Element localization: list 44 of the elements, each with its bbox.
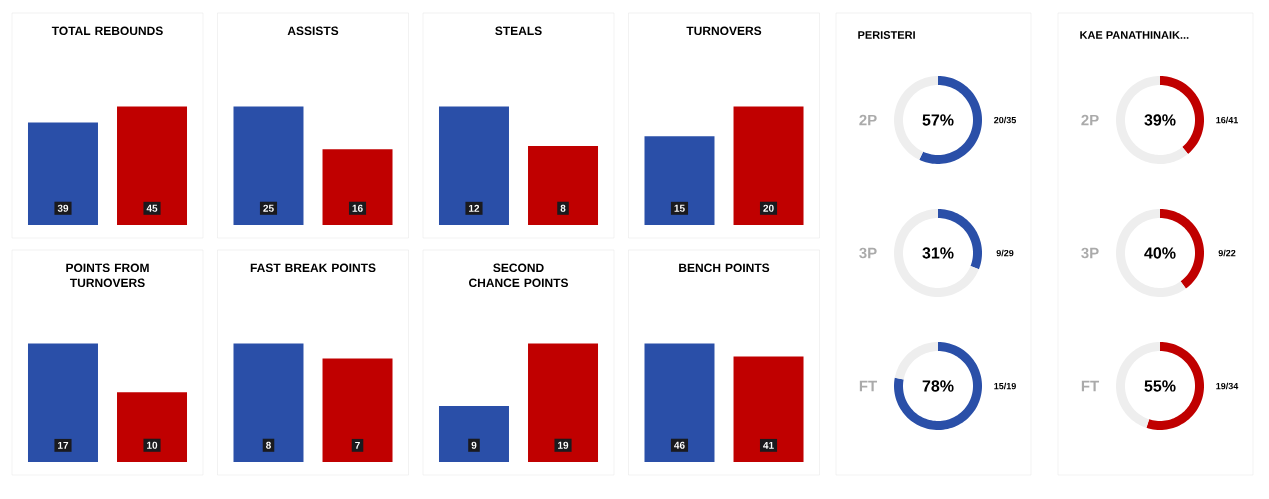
data-label: 16 <box>352 204 363 212</box>
text: 15/19 <box>994 382 1016 390</box>
chart-title: PERISTERI <box>858 31 915 39</box>
chart-title: TURNOVERS <box>686 26 762 36</box>
chart-title: KAE PANATHINAIK... <box>1080 31 1189 39</box>
chart-title: BENCH POINTS <box>679 263 770 273</box>
chart-title: STEALS <box>495 26 542 36</box>
data-label: 15 <box>674 204 685 212</box>
data-label: 7 <box>355 441 360 449</box>
data-label: 46 <box>674 441 685 449</box>
data-label: 8 <box>560 204 566 212</box>
data-label: 12 <box>469 204 480 212</box>
text: 55% <box>1144 380 1176 392</box>
text: 39% <box>1144 114 1176 126</box>
text: 9/29 <box>996 249 1014 257</box>
data-label: 41 <box>763 441 774 449</box>
data-label: 20 <box>763 204 774 212</box>
data-label: 17 <box>58 441 69 449</box>
text: 3P <box>1081 247 1099 259</box>
text: 3P <box>859 247 877 259</box>
text: 16/41 <box>1216 116 1239 124</box>
data-label: 8 <box>266 441 271 449</box>
text: 19/34 <box>1216 382 1239 390</box>
text: FT <box>859 380 878 392</box>
text: 57% <box>922 114 954 126</box>
text: 2P <box>1081 114 1099 126</box>
chart-title: ASSISTS <box>287 26 339 36</box>
chart-title: FAST BREAK POINTS <box>250 263 376 273</box>
data-label: 9 <box>471 441 477 449</box>
text: 9/22 <box>1218 249 1236 257</box>
text: 31% <box>922 247 954 259</box>
text: FT <box>1081 380 1100 392</box>
data-label: 10 <box>147 441 158 449</box>
data-label: 25 <box>263 204 274 212</box>
data-label: 39 <box>57 204 69 212</box>
data-label: 45 <box>146 204 158 212</box>
data-label: 19 <box>558 441 569 449</box>
chart-title: TOTAL REBOUNDS <box>51 26 163 36</box>
chart-title: SECOND CHANCE POINTS <box>468 263 569 288</box>
text: 2P <box>859 114 877 126</box>
text: 40% <box>1144 247 1176 259</box>
text: 20/35 <box>994 116 1017 124</box>
text: 78% <box>922 380 954 392</box>
chart-title: POINTS FROM TURNOVERS <box>66 263 149 288</box>
